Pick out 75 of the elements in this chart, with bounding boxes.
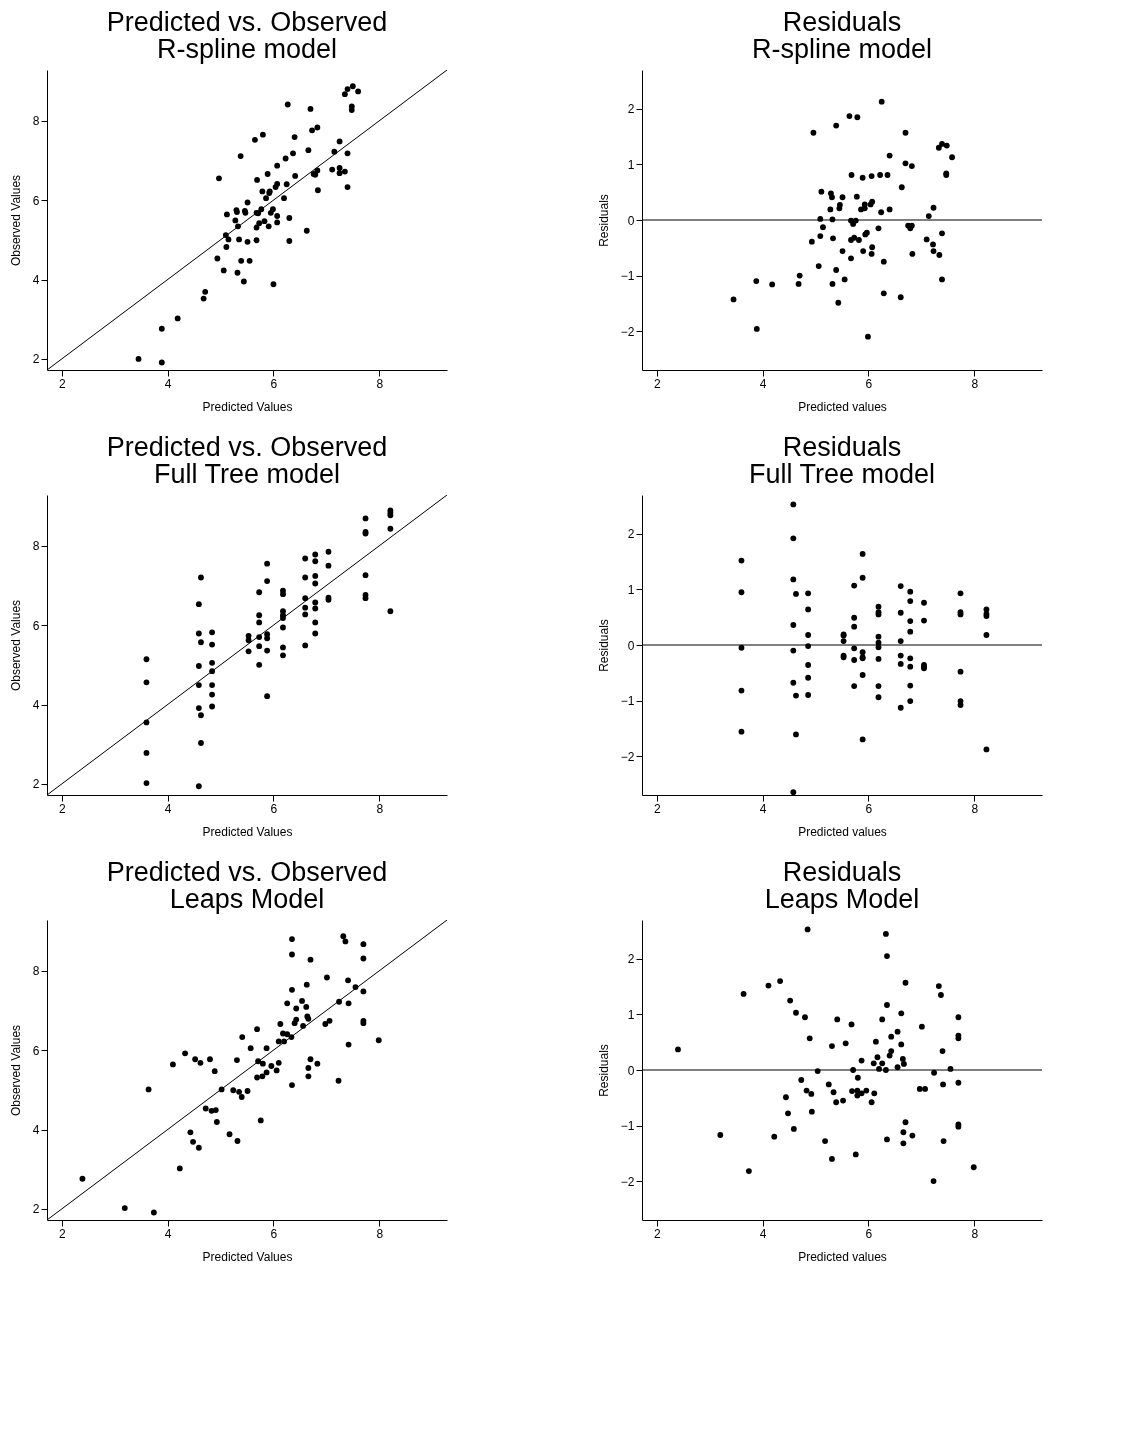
x-tick-label: 6 [270,801,278,816]
y-tick-label: 2 [32,352,40,367]
x-tick-label: 4 [759,1226,767,1241]
x-tick-label: 8 [376,1226,384,1241]
y-tick-label: 6 [32,1043,40,1058]
y-tick-label: 2 [32,777,40,792]
y-axis-title: Observed Values [8,174,23,267]
y-tick-label: 6 [32,618,40,633]
x-axis-title: Predicted values [798,1249,887,1264]
chart-subtitle: Full Tree model [748,459,936,489]
y-axis-title: Observed Values [8,1024,23,1117]
y-tick-label: 2 [627,952,635,967]
x-tick-label: 2 [653,801,661,816]
x-tick-label: 8 [971,376,979,391]
x-tick-label: 4 [759,801,767,816]
y-tick-label: 0 [627,1063,635,1078]
y-tick-label: 4 [32,698,40,713]
y-tick-label: 8 [32,964,40,979]
x-axis-title: Predicted values [798,824,887,839]
chart-subtitle: Leaps Model [169,884,325,914]
x-tick-label: 8 [376,376,384,391]
x-axis-title: Predicted values [798,399,887,414]
chart-subtitle: Full Tree model [153,459,341,489]
y-tick-label: 1 [627,157,635,172]
chart-subtitle: Leaps Model [764,884,920,914]
chart-title: Residuals [782,857,902,887]
y-tick-label: −1 [620,694,635,709]
chart-title: Residuals [782,432,902,462]
y-tick-label: −2 [620,749,635,764]
chart-title: Predicted vs. Observed [106,432,388,462]
x-tick-label: 8 [376,801,384,816]
x-tick-label: 2 [653,376,661,391]
x-tick-label: 4 [164,376,172,391]
chart-subtitle: R-spline model [751,34,933,64]
y-tick-label: −1 [620,269,635,284]
y-axis-title: Residuals [596,619,611,672]
x-axis-title: Predicted Values [202,824,293,839]
y-tick-label: 2 [32,1202,40,1217]
x-tick-label: 6 [270,1226,278,1241]
y-tick-label: −1 [620,1119,635,1134]
x-tick-label: 6 [865,801,873,816]
y-tick-label: 2 [627,102,635,117]
y-tick-label: 8 [32,539,40,554]
y-axis-title: Observed Values [8,599,23,692]
x-axis-title: Predicted Values [202,399,293,414]
x-tick-label: 8 [971,1226,979,1241]
x-axis-title: Predicted Values [202,1249,293,1264]
y-tick-label: 0 [627,213,635,228]
x-tick-label: 4 [164,1226,172,1241]
chart-title: Predicted vs. Observed [106,7,388,37]
x-tick-label: 8 [971,801,979,816]
y-axis-title: Residuals [596,1044,611,1097]
x-tick-label: 4 [759,376,767,391]
x-tick-label: 2 [58,801,66,816]
x-tick-label: 6 [865,1226,873,1241]
y-tick-label: 4 [32,1123,40,1138]
y-tick-label: −2 [620,324,635,339]
x-tick-label: 6 [865,376,873,391]
y-tick-label: −2 [620,1174,635,1189]
y-tick-label: 1 [627,582,635,597]
y-tick-label: 8 [32,114,40,129]
x-tick-label: 2 [58,376,66,391]
x-tick-label: 2 [653,1226,661,1241]
y-tick-label: 1 [627,1007,635,1022]
y-tick-label: 6 [32,193,40,208]
y-tick-label: 0 [627,638,635,653]
y-tick-label: 2 [627,527,635,542]
x-tick-label: 6 [270,376,278,391]
chart-title: Predicted vs. Observed [106,857,388,887]
chart-subtitle: R-spline model [156,34,338,64]
chart-title: Residuals [782,7,902,37]
x-tick-label: 4 [164,801,172,816]
y-axis-title: Residuals [596,194,611,247]
y-tick-label: 4 [32,273,40,288]
x-tick-label: 2 [58,1226,66,1241]
